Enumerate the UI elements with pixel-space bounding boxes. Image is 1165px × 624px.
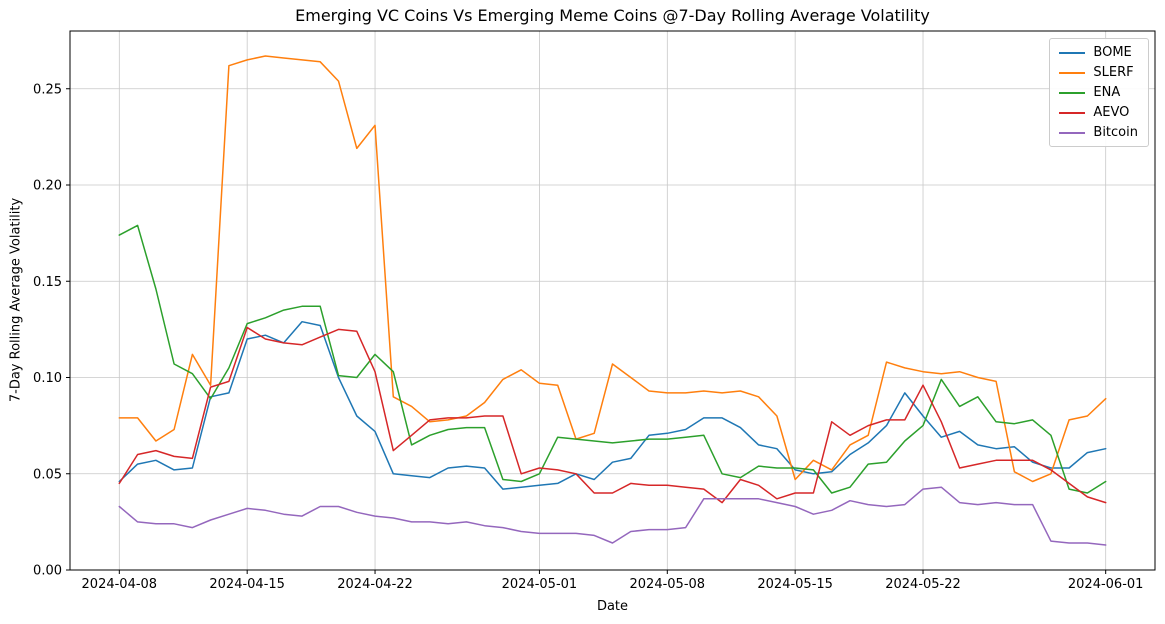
x-tick-label: 2024-06-01 — [1068, 577, 1144, 592]
legend-item-slerf: SLERF — [1059, 66, 1138, 79]
x-tick-label: 2024-05-22 — [885, 577, 961, 592]
y-tick-label: 0.00 — [33, 564, 62, 579]
legend-line-swatch — [1059, 91, 1086, 94]
x-tick-label: 2024-05-01 — [502, 577, 578, 592]
legend-label: AEVO — [1093, 105, 1130, 120]
legend-item-bome: BOME — [1059, 46, 1138, 59]
x-tick-label: 2024-04-15 — [209, 577, 285, 592]
y-tick-label: 0.05 — [33, 467, 62, 482]
legend-item-ena: ENA — [1059, 86, 1138, 99]
x-axis-label: Date — [596, 599, 629, 614]
x-tick-label: 2024-04-22 — [337, 577, 413, 592]
y-tick-label: 0.15 — [33, 275, 62, 290]
x-tick-label: 2024-05-15 — [757, 577, 833, 592]
plot-border — [69, 30, 1156, 571]
legend-line-swatch — [1059, 51, 1086, 54]
x-tick-label: 2024-05-08 — [630, 577, 706, 592]
y-tick-label: 0.20 — [33, 179, 62, 194]
chart-title: Emerging VC Coins Vs Emerging Meme Coins… — [295, 6, 930, 25]
line-series-slerf — [118, 55, 1107, 483]
legend-line-swatch — [1059, 131, 1086, 134]
legend-label: BOME — [1093, 45, 1132, 60]
legend-label: ENA — [1093, 85, 1121, 100]
legend-label: SLERF — [1093, 65, 1134, 80]
y-tick-label: 0.25 — [33, 82, 62, 97]
legend-line-swatch — [1059, 111, 1086, 114]
legend-line-swatch — [1059, 71, 1086, 74]
legend-item-bitcoin: Bitcoin — [1059, 126, 1138, 139]
legend-item-aevo: AEVO — [1059, 106, 1138, 119]
line-series-ena — [118, 224, 1107, 494]
y-tick-label: 0.10 — [33, 371, 62, 386]
legend-label: Bitcoin — [1093, 125, 1138, 140]
x-tick-label: 2024-04-08 — [82, 577, 158, 592]
line-series-bitcoin — [118, 486, 1107, 546]
line-series-aevo — [118, 326, 1107, 504]
legend: BOME SLERF ENA AEVO Bitcoin — [1049, 38, 1149, 147]
